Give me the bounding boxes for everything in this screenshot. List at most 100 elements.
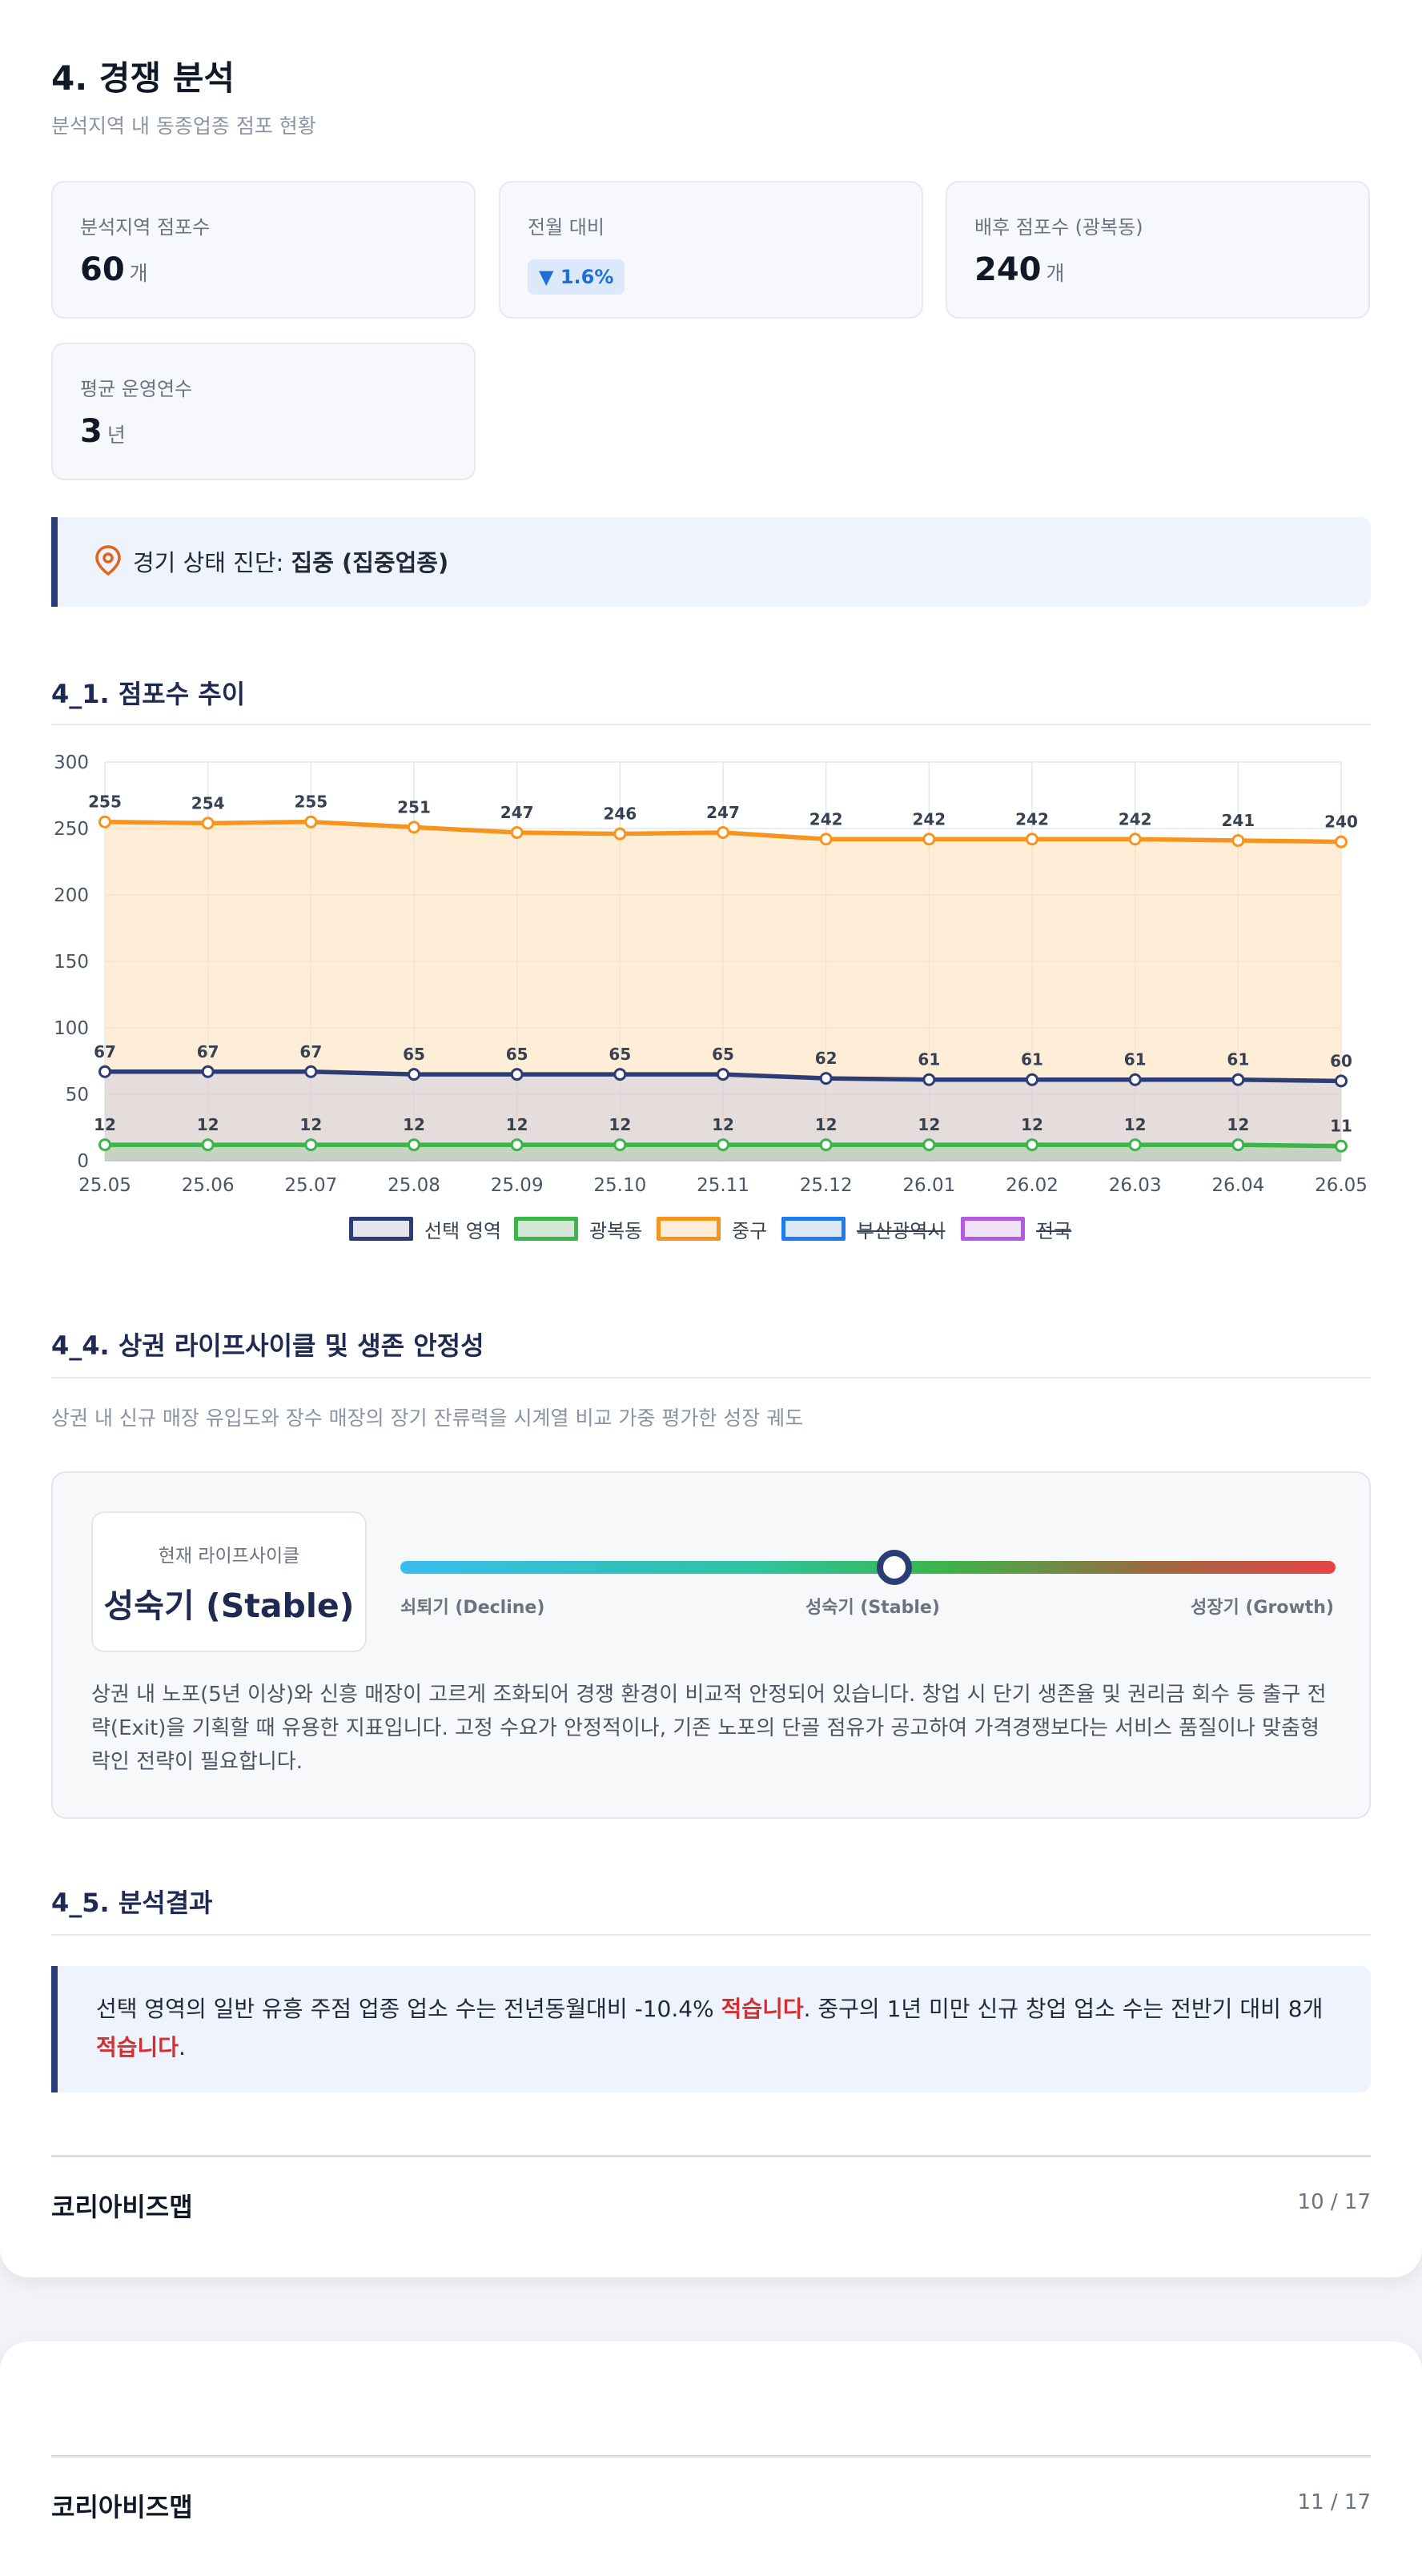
x-tick-label: 25.10: [593, 1175, 646, 1196]
current-lifecycle-card: 현재 라이프사이클 성숙기 (Stable): [91, 1511, 367, 1652]
legend-label: 선택 영역: [424, 1220, 501, 1242]
legend-swatch: [781, 1217, 846, 1241]
data-label: 247: [500, 803, 534, 822]
data-label: 65: [609, 1045, 631, 1064]
data-point: [201, 817, 215, 830]
scale-label-decline: 쇠퇴기 (Decline): [400, 1598, 545, 1618]
data-label: 241: [1221, 811, 1255, 830]
data-point: [819, 1138, 833, 1152]
data-point: [1128, 1073, 1142, 1086]
result-callout: 선택 영역의 일반 유흥 주점 업종 업소 수는 전년동월대비 -10.4% 적…: [51, 1966, 1371, 2092]
card-label: 배후 점포수 (광복동): [974, 216, 1143, 239]
y-tick-label: 0: [77, 1151, 89, 1172]
legend-label: 중구: [732, 1220, 768, 1242]
card-label: 전월 대비: [528, 216, 605, 239]
data-point: [1026, 1073, 1038, 1086]
data-point: [304, 1138, 318, 1152]
data-label: 61: [1021, 1050, 1043, 1069]
result-divider: [51, 1934, 1371, 1936]
data-point: [510, 1138, 524, 1152]
data-label: 67: [94, 1042, 116, 1061]
x-tick-label: 26.05: [1315, 1175, 1368, 1196]
y-tick-label: 50: [66, 1085, 89, 1105]
card-unit: 개: [129, 262, 148, 285]
data-point: [1231, 833, 1245, 847]
data-label: 12: [1021, 1115, 1043, 1134]
lifecycle-position-marker: [877, 1550, 912, 1585]
legend-label: 부산광역시: [857, 1220, 946, 1242]
data-point: [98, 815, 111, 829]
data-label: 12: [1124, 1115, 1147, 1134]
scale-label-growth: 성장기 (Growth): [1190, 1598, 1334, 1618]
data-label: 65: [403, 1045, 425, 1064]
data-label: 65: [506, 1045, 528, 1064]
x-tick-label: 25.07: [284, 1175, 337, 1196]
data-label: 65: [712, 1045, 734, 1064]
data-point: [717, 1138, 729, 1152]
page-number: 10 / 17: [1297, 2190, 1371, 2214]
data-label: 12: [609, 1115, 631, 1134]
data-point: [510, 825, 524, 839]
data-label: 67: [299, 1042, 322, 1061]
data-label: 61: [1124, 1050, 1147, 1069]
card-unit: 년: [106, 423, 126, 447]
mom-change-card: 전월 대비 ▼ 1.6%: [499, 181, 923, 319]
data-label: 240: [1324, 813, 1358, 832]
data-point: [98, 1065, 111, 1078]
data-point: [717, 1068, 729, 1081]
data-point: [408, 1138, 420, 1152]
footer-divider: [51, 2155, 1371, 2157]
data-label: 12: [1227, 1115, 1249, 1134]
page-subtitle: 분석지역 내 동종업종 점포 현황: [51, 114, 316, 138]
x-tick-label: 25.11: [697, 1175, 749, 1196]
diagnosis-text: 경기 상태 진단: 집중 (집중업종): [133, 544, 448, 578]
card-unit: 개: [1046, 262, 1065, 285]
data-point: [922, 1138, 936, 1152]
data-point: [201, 1065, 215, 1078]
hinterland-store-card: 배후 점포수 (광복동) 240 개: [946, 181, 1370, 319]
data-point: [1026, 1138, 1038, 1152]
data-point: [613, 1068, 627, 1081]
report-page-11: 코리아비즈맵 11 / 17: [0, 2341, 1422, 2576]
data-point: [1128, 1138, 1142, 1152]
mom-change-badge: ▼ 1.6%: [528, 259, 625, 295]
data-label: 242: [809, 809, 843, 829]
y-tick-label: 300: [54, 752, 89, 773]
legend-swatch: [349, 1217, 413, 1241]
y-tick-label: 250: [54, 819, 89, 840]
data-label: 254: [191, 793, 225, 813]
result-text-part: .: [179, 2034, 186, 2060]
data-point: [1335, 1139, 1348, 1153]
x-tick-label: 25.06: [182, 1175, 235, 1196]
data-label: 12: [815, 1115, 838, 1134]
x-tick-label: 26.02: [1006, 1175, 1058, 1196]
data-label: 11: [1330, 1117, 1352, 1136]
legend-swatch: [657, 1217, 721, 1241]
data-label: 242: [1015, 809, 1049, 829]
data-point: [1231, 1073, 1245, 1086]
data-point: [510, 1068, 524, 1081]
result-text-part: 선택 영역의 일반 유흥 주점 업종 업소 수는 전년동월대비 -10.4%: [96, 1996, 721, 2022]
result-text-part: . 중구의 1년 미만 신규 창업 업소 수는 전반기 대비 8개: [803, 1996, 1324, 2022]
page-number: 11 / 17: [1297, 2490, 1371, 2514]
data-label: 251: [397, 797, 431, 817]
trend-divider: [51, 724, 1371, 725]
data-label: 12: [299, 1115, 322, 1134]
data-label: 61: [918, 1050, 940, 1069]
legend-label: 광복동: [589, 1220, 643, 1242]
data-point: [408, 821, 420, 834]
lifecycle-gradient-bar: [400, 1561, 1336, 1574]
legend-label: 전국: [1036, 1220, 1072, 1242]
data-label: 242: [1119, 809, 1152, 829]
result-text: 선택 영역의 일반 유흥 주점 업종 업소 수는 전년동월대비 -10.4% 적…: [96, 1990, 1345, 2067]
x-tick-label: 26.04: [1211, 1175, 1264, 1196]
hinterland-value: 240: [974, 251, 1042, 288]
data-point: [98, 1138, 111, 1152]
data-point: [922, 833, 936, 846]
store-count-card: 분석지역 점포수 60 개: [51, 181, 476, 319]
data-label: 12: [506, 1115, 528, 1134]
y-tick-label: 150: [54, 952, 89, 973]
data-point: [717, 825, 729, 839]
